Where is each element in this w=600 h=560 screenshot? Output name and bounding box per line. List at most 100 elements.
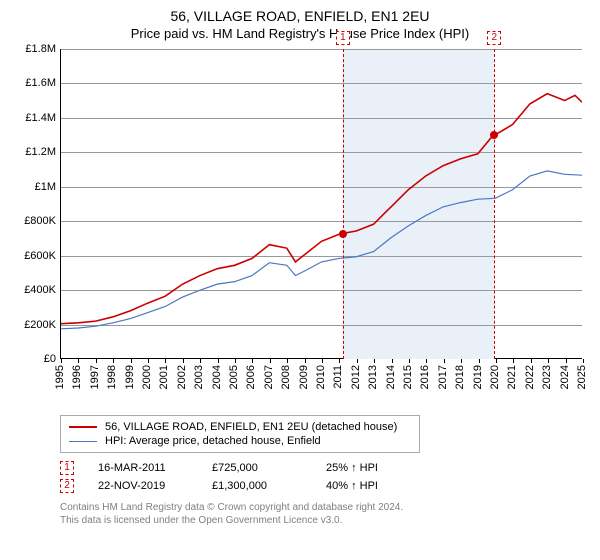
x-tick (61, 359, 62, 363)
x-tick (531, 359, 532, 363)
marker-vline (494, 49, 495, 359)
plot-area: 12 (60, 49, 582, 359)
x-tick (218, 359, 219, 363)
annotation-marker: 1 (60, 461, 74, 475)
legend-row-hpi: HPI: Average price, detached house, Enfi… (69, 434, 411, 448)
y-axis-label: £1.8M (12, 43, 56, 55)
x-axis-label: 2015 (402, 365, 414, 389)
x-axis-label: 2021 (506, 365, 518, 389)
x-axis-label: 2002 (176, 365, 188, 389)
x-tick (96, 359, 97, 363)
x-axis-label: 2010 (315, 365, 327, 389)
annotation-table: 1 16-MAR-2011 £725,000 25% ↑ HPI 2 22-NOV-201… (60, 459, 588, 495)
x-axis-label: 2022 (524, 365, 536, 389)
marker-dot (339, 230, 347, 238)
x-tick (409, 359, 410, 363)
series-subject (61, 94, 582, 324)
x-axis-label: 1997 (89, 365, 101, 389)
series-hpi (61, 171, 582, 329)
footer-line2: This data is licensed under the Open Gov… (60, 514, 588, 527)
legend-label-subject: 56, VILLAGE ROAD, ENFIELD, EN1 2EU (deta… (105, 421, 397, 433)
x-tick (479, 359, 480, 363)
x-axis-label: 2020 (489, 365, 501, 389)
x-axis-label: 2011 (332, 365, 344, 389)
x-tick (444, 359, 445, 363)
annotation-date: 16-MAR-2011 (98, 462, 188, 474)
annotation-delta: 40% ↑ HPI (326, 480, 416, 492)
chart: 12 £0£200K£400K£600K£800K£1M£1.2M£1.4M£1… (12, 49, 588, 409)
annotation-row: 2 22-NOV-2019 £1,300,000 40% ↑ HPI (60, 477, 588, 495)
footer: Contains HM Land Registry data © Crown c… (60, 501, 588, 527)
x-axis-label: 2000 (141, 365, 153, 389)
x-tick (339, 359, 340, 363)
y-axis-label: £1.2M (12, 146, 56, 158)
x-tick (148, 359, 149, 363)
x-tick (113, 359, 114, 363)
x-tick (131, 359, 132, 363)
x-axis-label: 1999 (124, 365, 136, 389)
legend-label-hpi: HPI: Average price, detached house, Enfi… (105, 435, 321, 447)
x-tick (200, 359, 201, 363)
y-axis-label: £200K (12, 319, 56, 331)
y-axis-label: £0 (12, 353, 56, 365)
chart-container: 56, VILLAGE ROAD, ENFIELD, EN1 2EU Price… (0, 0, 600, 535)
x-tick (78, 359, 79, 363)
x-tick (548, 359, 549, 363)
legend-swatch-subject (69, 426, 97, 428)
x-tick (287, 359, 288, 363)
line-svg (61, 49, 582, 358)
x-axis-label: 2012 (350, 365, 362, 389)
y-axis-label: £400K (12, 284, 56, 296)
legend-swatch-hpi (69, 441, 97, 442)
annotation-delta: 25% ↑ HPI (326, 462, 416, 474)
x-axis-label: 2017 (437, 365, 449, 389)
annotation-date: 22-NOV-2019 (98, 480, 188, 492)
title-address: 56, VILLAGE ROAD, ENFIELD, EN1 2EU (12, 8, 588, 24)
x-axis-label: 2019 (472, 365, 484, 389)
x-axis-label: 2014 (385, 365, 397, 389)
y-axis-label: £800K (12, 215, 56, 227)
x-axis-label: 2024 (559, 365, 571, 389)
x-tick (392, 359, 393, 363)
x-axis-label: 1996 (71, 365, 83, 389)
marker-vline (343, 49, 344, 359)
x-tick (513, 359, 514, 363)
annotation-marker: 2 (60, 479, 74, 493)
annotation-row: 1 16-MAR-2011 £725,000 25% ↑ HPI (60, 459, 588, 477)
legend-row-subject: 56, VILLAGE ROAD, ENFIELD, EN1 2EU (deta… (69, 420, 411, 434)
x-tick (305, 359, 306, 363)
x-tick (461, 359, 462, 363)
x-axis-label: 2006 (245, 365, 257, 389)
marker-dot (490, 131, 498, 139)
x-tick (357, 359, 358, 363)
y-axis-label: £1.4M (12, 112, 56, 124)
x-axis-label: 2003 (193, 365, 205, 389)
annotation-price: £725,000 (212, 462, 302, 474)
x-axis-label: 2016 (419, 365, 431, 389)
x-tick (252, 359, 253, 363)
marker-box: 2 (487, 31, 501, 45)
x-axis-label: 2008 (280, 365, 292, 389)
marker-box: 1 (336, 31, 350, 45)
y-axis-label: £1M (12, 181, 56, 193)
x-axis-label: 2009 (298, 365, 310, 389)
x-tick (374, 359, 375, 363)
x-tick (165, 359, 166, 363)
x-tick (183, 359, 184, 363)
x-axis-label: 2025 (576, 365, 588, 389)
x-axis-label: 2007 (263, 365, 275, 389)
title-subtitle: Price paid vs. HM Land Registry's House … (12, 26, 588, 41)
footer-line1: Contains HM Land Registry data © Crown c… (60, 501, 588, 514)
x-tick (496, 359, 497, 363)
y-axis-label: £1.6M (12, 77, 56, 89)
x-axis-label: 2023 (541, 365, 553, 389)
x-axis-label: 2013 (367, 365, 379, 389)
annotation-price: £1,300,000 (212, 480, 302, 492)
x-axis-label: 2001 (158, 365, 170, 389)
x-axis-label: 2004 (211, 365, 223, 389)
x-axis-label: 1998 (106, 365, 118, 389)
x-tick (426, 359, 427, 363)
x-tick (235, 359, 236, 363)
x-tick (583, 359, 584, 363)
legend: 56, VILLAGE ROAD, ENFIELD, EN1 2EU (deta… (60, 415, 420, 453)
